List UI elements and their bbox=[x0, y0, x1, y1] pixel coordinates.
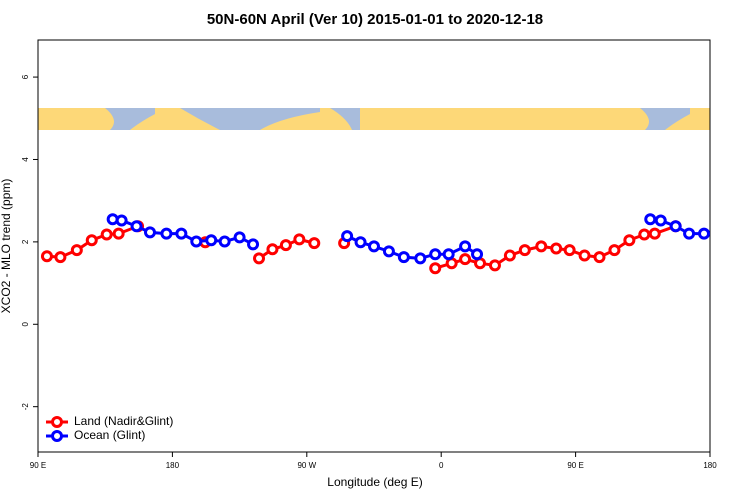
point bbox=[218, 235, 231, 248]
point bbox=[40, 250, 53, 263]
point bbox=[644, 213, 657, 226]
point bbox=[190, 235, 203, 248]
point bbox=[160, 227, 173, 240]
y-tick-label: 6 bbox=[21, 74, 30, 79]
point bbox=[130, 220, 143, 233]
point bbox=[175, 227, 188, 240]
x-tick-label: 180 bbox=[703, 461, 717, 470]
point bbox=[253, 252, 266, 265]
x-tick-label: 90 E bbox=[567, 461, 583, 470]
point bbox=[593, 251, 606, 264]
map-band bbox=[38, 108, 710, 130]
legend-marker bbox=[51, 430, 63, 442]
point bbox=[669, 220, 682, 233]
point bbox=[279, 239, 292, 252]
point bbox=[429, 248, 442, 261]
point bbox=[550, 242, 563, 255]
point bbox=[503, 249, 516, 262]
point bbox=[54, 251, 67, 264]
point bbox=[233, 231, 246, 244]
point bbox=[638, 228, 651, 241]
point bbox=[341, 230, 354, 243]
point bbox=[429, 262, 442, 275]
point bbox=[308, 237, 321, 250]
point bbox=[623, 234, 636, 247]
point bbox=[459, 240, 472, 253]
point bbox=[698, 227, 711, 240]
point bbox=[683, 227, 696, 240]
y-tick-label: 4 bbox=[21, 157, 30, 162]
point bbox=[608, 244, 621, 257]
point bbox=[144, 226, 156, 239]
point bbox=[368, 240, 380, 253]
y-tick-label: 2 bbox=[21, 239, 30, 244]
point bbox=[414, 252, 427, 265]
point bbox=[112, 227, 125, 240]
y-axis-label: XCO2 - MLO trend (ppm) bbox=[0, 179, 13, 314]
point bbox=[397, 251, 410, 264]
x-axis-label: Longitude (deg E) bbox=[327, 475, 422, 489]
point bbox=[563, 244, 576, 257]
point bbox=[205, 234, 218, 247]
point bbox=[382, 245, 395, 258]
y-tick-label: -2 bbox=[21, 403, 30, 411]
point bbox=[247, 238, 260, 251]
point bbox=[488, 259, 501, 272]
chart-title: 50N-60N April (Ver 10) 2015-01-01 to 202… bbox=[207, 11, 543, 28]
point bbox=[648, 227, 661, 240]
x-tick-label: 90 W bbox=[297, 461, 316, 470]
point bbox=[518, 244, 531, 257]
point bbox=[293, 233, 306, 246]
point bbox=[100, 228, 113, 241]
point bbox=[115, 214, 128, 227]
x-tick-label: 0 bbox=[439, 461, 444, 470]
x-tick-label: 90 E bbox=[30, 461, 46, 470]
point bbox=[535, 240, 548, 253]
point bbox=[354, 236, 367, 249]
x-tick-label: 180 bbox=[166, 461, 180, 470]
legend-label: Ocean (Glint) bbox=[74, 428, 145, 442]
y-tick-label: 0 bbox=[21, 322, 30, 327]
legend-label: Land (Nadir&Glint) bbox=[74, 414, 173, 428]
point bbox=[85, 234, 98, 247]
point bbox=[459, 253, 472, 266]
plot-frame bbox=[37, 39, 711, 453]
legend-marker bbox=[51, 416, 63, 428]
point bbox=[578, 249, 591, 262]
point bbox=[266, 243, 279, 256]
point bbox=[442, 248, 455, 261]
point bbox=[70, 244, 83, 257]
point bbox=[654, 214, 667, 227]
point bbox=[471, 248, 484, 261]
